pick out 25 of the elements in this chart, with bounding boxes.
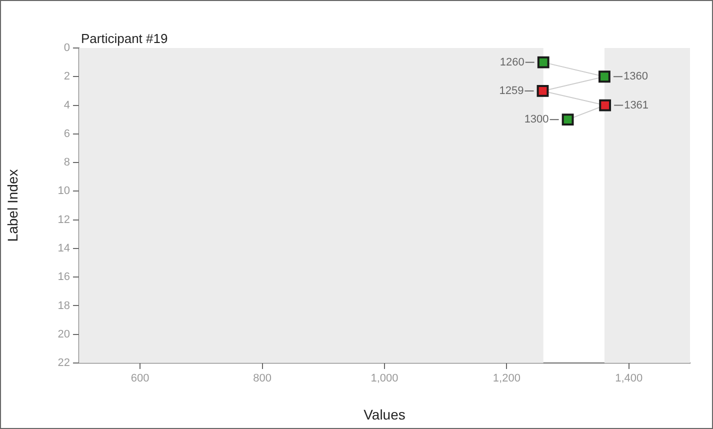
y-tick-label: 18 xyxy=(58,300,70,312)
annotation: 1360 xyxy=(623,70,648,83)
x-tick-label: 600 xyxy=(130,372,150,385)
y-tick-label: 0 xyxy=(64,42,70,54)
annotation: 1361 xyxy=(624,99,649,112)
x-tick-label: 1,400 xyxy=(615,372,643,385)
y-tick-label: 22 xyxy=(58,357,70,370)
x-tick-label: 800 xyxy=(253,372,272,385)
annotation: 1260 xyxy=(500,56,524,68)
x-axis-title: Values xyxy=(364,406,406,422)
annotation: 1300 xyxy=(524,114,549,126)
y-tick-label: 4 xyxy=(64,99,70,112)
y-tick-label: 10 xyxy=(58,185,70,198)
chart-title: Participant #19 xyxy=(81,31,168,46)
y-tick-label: 2 xyxy=(64,70,70,83)
y-tick-label: 8 xyxy=(64,156,70,169)
y-tick-label: 12 xyxy=(58,214,70,226)
annotation: 1259 xyxy=(499,84,524,97)
y-tick-label: 16 xyxy=(58,271,70,284)
y-axis-title: Label Index xyxy=(4,169,20,242)
y-tick-label: 14 xyxy=(58,242,70,254)
x-tick-label: 1,000 xyxy=(370,372,398,385)
y-tick-label: 6 xyxy=(64,128,70,140)
x-tick-label: 1,200 xyxy=(492,372,520,385)
y-tick-label: 20 xyxy=(58,328,70,340)
